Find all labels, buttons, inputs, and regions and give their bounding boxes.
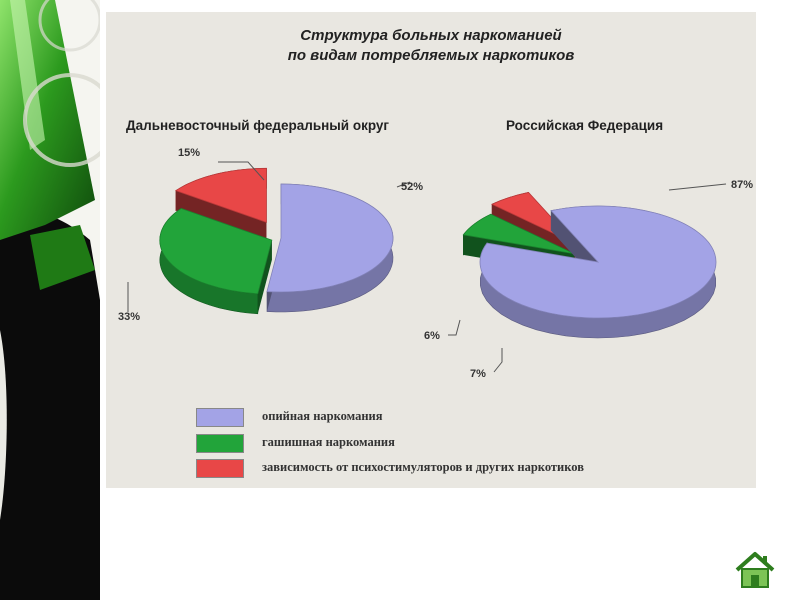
chart-left-title: Дальневосточный федеральный округ [126, 118, 390, 133]
leader-line [218, 161, 265, 181]
pie-slice-hashish-0 [159, 207, 273, 315]
legend-swatch-stimulants [196, 459, 244, 478]
legend-label-opium: опийная наркомания [262, 409, 383, 423]
pie-slice-top [266, 183, 394, 293]
leader-line [396, 181, 411, 188]
legend-label-stimulants: зависимость от психостимуляторов и други… [262, 460, 584, 474]
pie-slice-top [479, 205, 717, 319]
home-icon[interactable] [733, 550, 777, 590]
pie-chart-0: 52% 33% 15% [118, 147, 423, 323]
legend-swatch-hashish [196, 434, 244, 453]
pie-charts: 52% 33% 15% 87% 7% 6% [118, 147, 753, 380]
data-label-stimulants: 15% [178, 147, 200, 159]
leader-line [668, 183, 727, 191]
chart-title: Структура больных наркоманией по видам п… [106, 26, 756, 66]
leader-line [448, 319, 461, 336]
bottle-decoration-icon [0, 0, 100, 600]
pie-slice-stimulants-0 [174, 167, 267, 243]
legend-label-hashish: гашишная наркомания [262, 435, 395, 449]
pie-slice-opium-0 [266, 183, 394, 313]
data-label-opium: 87% [731, 179, 753, 191]
chart-panel: Структура больных наркоманией по видам п… [106, 12, 756, 488]
data-label-opium: 52% [401, 181, 423, 193]
pie-slice-opium-1 [479, 205, 717, 339]
pie-slice-top [159, 208, 273, 295]
pie-chart-1: 87% 7% 6% [424, 179, 753, 380]
pie-slice-top [174, 167, 267, 223]
data-label-stimulants: 6% [424, 330, 440, 342]
title-line-1: Структура больных наркоманией [300, 27, 562, 44]
data-label-hashish: 33% [118, 311, 140, 323]
pie-slice-cut [175, 190, 267, 243]
chart-right-title: Российская Федерация [506, 118, 664, 133]
legend-swatch-opium [196, 408, 244, 427]
title-line-2: по видам потребляемых наркотиков [287, 47, 575, 64]
leader-line [493, 348, 503, 373]
data-label-hashish: 7% [470, 368, 486, 380]
pie-slice-top [462, 213, 575, 255]
